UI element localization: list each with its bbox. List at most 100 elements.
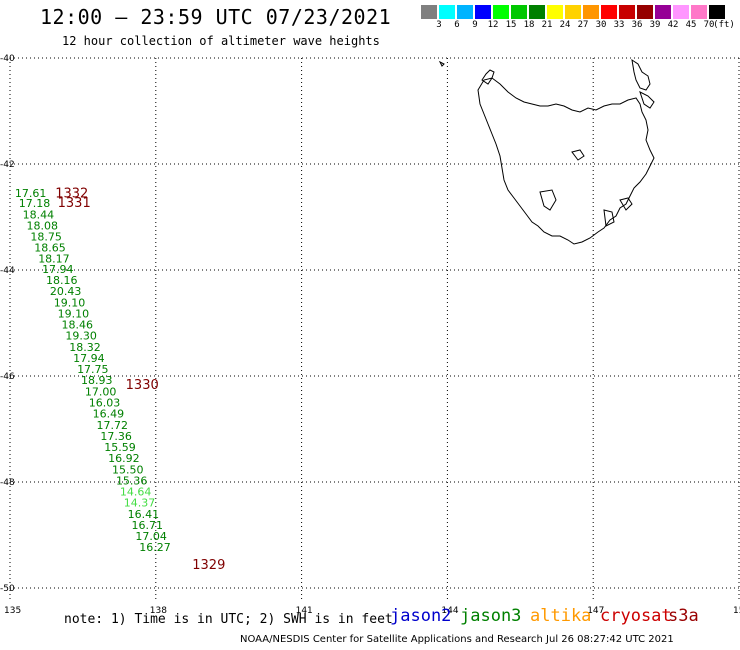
lon-tick-label: 135 <box>4 606 21 616</box>
scale-swatch <box>673 5 689 19</box>
swh-value-label: 18.16 <box>46 274 78 287</box>
page-title: 12:00 – 23:59 UTC 07/23/2021 <box>40 5 392 29</box>
swh-value-label: 14.37 <box>124 497 156 510</box>
swh-value-label: 18.46 <box>62 319 94 332</box>
pass-number-label: 1330 <box>126 378 159 393</box>
king-island <box>481 69 495 85</box>
scale-swatch <box>529 5 545 19</box>
satellite-label-s3a: s3a <box>668 606 699 626</box>
swh-value-label: 16.71 <box>132 519 164 532</box>
lat-tick-label: -40 <box>0 54 15 64</box>
lat-tick-label: -50 <box>0 584 15 594</box>
satellite-label-altika: altika <box>530 606 592 626</box>
swh-value-label: 17.61 <box>15 187 47 200</box>
footer-note: note: 1) Time is in UTC; 2) SWH is in fe… <box>64 612 393 627</box>
swh-value-label: 19.30 <box>65 330 97 343</box>
scale-label: 24 <box>559 20 571 30</box>
lake-2 <box>539 189 557 211</box>
swh-value-label: 16.49 <box>93 408 125 421</box>
scale-label: 33 <box>613 20 625 30</box>
scale-swatch <box>691 5 707 19</box>
swh-value-label: 18.32 <box>69 341 101 354</box>
lake-1 <box>571 149 585 161</box>
swh-value-label: 18.75 <box>30 231 62 244</box>
swh-value-label: 16.03 <box>89 397 121 410</box>
scale-label: 21 <box>541 20 553 30</box>
swh-value-label: 16.27 <box>139 541 171 554</box>
swh-value-label: 15.59 <box>104 441 136 454</box>
swh-value-label: 15.36 <box>116 474 148 487</box>
lon-tick-label: 144 <box>441 606 458 616</box>
islet-north <box>438 60 445 67</box>
lon-tick-label: 141 <box>296 606 313 616</box>
scale-label: 27 <box>577 20 589 30</box>
swh-value-label: 18.08 <box>27 219 59 232</box>
lake-4 <box>619 197 633 211</box>
scale-swatch <box>547 5 563 19</box>
scale-label: 42 <box>667 20 679 30</box>
lat-tick-label: -44 <box>0 266 15 276</box>
scale-label: 70 <box>703 20 715 30</box>
scale-label: 3 <box>436 20 442 30</box>
swh-value-label: 19.10 <box>54 296 86 309</box>
scale-label: 36 <box>631 20 643 30</box>
scale-label: 12 <box>487 20 499 30</box>
swh-value-label: 17.94 <box>42 263 74 276</box>
scale-swatch <box>655 5 671 19</box>
satellite-label-jason3: jason3 <box>460 606 522 626</box>
swh-value-label: 17.36 <box>100 430 131 443</box>
scale-label: 45 <box>685 20 697 30</box>
swh-value-label: 18.93 <box>81 374 113 387</box>
lat-tick-label: -46 <box>0 372 15 382</box>
observations-layer: 17.6117.1818.4418.0818.7518.6518.1717.94… <box>15 187 171 554</box>
scale-swatch <box>565 5 581 19</box>
scale-label: 9 <box>472 20 478 30</box>
satellite-label-jason2: jason2 <box>390 606 452 626</box>
satellite-label-cryosat: cryosat <box>600 606 672 626</box>
scale-swatch <box>511 5 527 19</box>
scale-swatch <box>583 5 599 19</box>
axis-tick-labels: 135 138 141 144 147 150 -40 -42 -44 -46 -48 -50 <box>0 54 740 616</box>
lake-3 <box>603 209 615 227</box>
scale-unit: (ft) <box>713 20 735 30</box>
lon-tick-label: 147 <box>587 606 604 616</box>
scale-label: 6 <box>454 20 460 30</box>
tasmania-land <box>438 58 655 245</box>
pass-number-label: 1331 <box>58 196 91 211</box>
swh-value-label: 17.72 <box>97 419 128 432</box>
swh-value-label: 17.94 <box>73 352 105 365</box>
swh-value-label: 17.04 <box>135 530 167 543</box>
swh-value-label: 18.17 <box>38 252 70 265</box>
lon-tick-label: 150 <box>733 606 740 616</box>
scale-swatch <box>619 5 635 19</box>
scale-swatch <box>439 5 455 19</box>
swh-value-label: 17.18 <box>19 197 51 210</box>
swh-value-label: 14.64 <box>120 486 152 499</box>
graticule-grid <box>9 57 740 600</box>
scale-swatch <box>637 5 653 19</box>
swh-value-label: 18.65 <box>34 242 66 255</box>
lat-tick-label: -48 <box>0 478 15 488</box>
scale-label: 18 <box>523 20 535 30</box>
pass-number-label: 1332 <box>55 187 88 202</box>
scale-label: 15 <box>505 20 517 30</box>
scale-label: 39 <box>649 20 661 30</box>
swh-value-label: 19.10 <box>58 307 90 320</box>
lat-tick-label: -42 <box>0 160 15 170</box>
scale-swatch <box>601 5 617 19</box>
scale-swatch <box>709 5 725 19</box>
scale-swatch <box>475 5 491 19</box>
swh-value-label: 16.92 <box>108 452 140 465</box>
lon-tick-label: 138 <box>150 606 167 616</box>
scale-swatch <box>493 5 509 19</box>
swh-value-label: 18.44 <box>23 208 55 221</box>
swh-value-label: 17.00 <box>85 385 117 398</box>
swh-value-label: 16.41 <box>128 508 160 521</box>
scale-label: 30 <box>595 20 607 30</box>
swh-value-label: 15.50 <box>112 463 144 476</box>
scale-swatch <box>457 5 473 19</box>
pass-number-label: 1329 <box>192 558 225 573</box>
